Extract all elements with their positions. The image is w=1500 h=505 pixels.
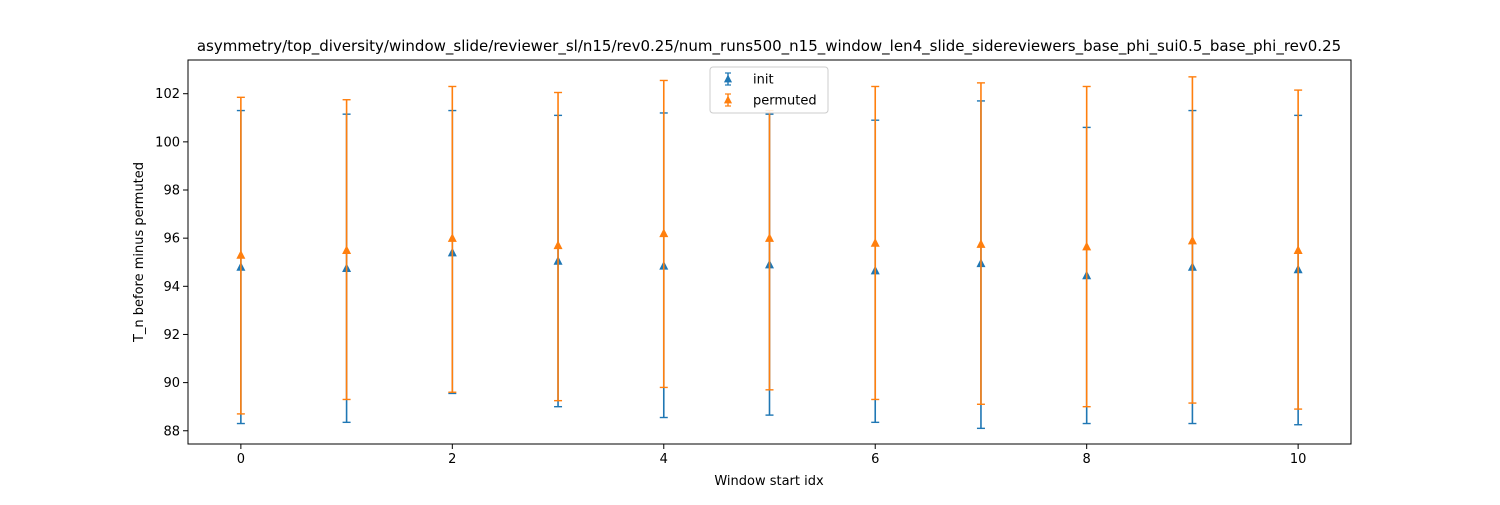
data-point (1187, 235, 1197, 245)
plot-frame (187, 59, 1352, 445)
legend-label: permuted (753, 94, 817, 109)
data-point (976, 239, 986, 248)
x-axis-label: Window start idx (714, 474, 824, 489)
x-tick-label: 4 (660, 452, 668, 467)
x-tick-label: 2 (448, 452, 456, 467)
data-point (553, 240, 563, 250)
legend-marker (723, 74, 733, 83)
legend: init permuted (709, 66, 829, 114)
y-tick-label: 100 (155, 135, 180, 150)
data-point (236, 250, 246, 259)
y-tick-label: 88 (163, 424, 180, 439)
x-axis: 0 2 4 6 8 10 (237, 444, 1307, 467)
x-tick-label: 10 (1290, 452, 1307, 467)
x-tick-label: 8 (1083, 452, 1091, 467)
y-tick-label: 98 (163, 184, 180, 199)
y-axis: 88 90 92 94 96 98 100 102 (155, 87, 188, 439)
series-permuted (236, 76, 1303, 415)
x-tick-label: 6 (871, 452, 879, 467)
plot-area (236, 76, 1303, 430)
y-tick-label: 102 (155, 87, 180, 102)
data-point (1082, 241, 1092, 251)
y-tick-label: 92 (163, 328, 180, 343)
chart-title: asymmetry/top_diversity/window_slide/rev… (197, 37, 1341, 56)
data-point (342, 245, 352, 254)
data-point (659, 228, 669, 238)
legend-label: init (753, 73, 774, 88)
legend-marker (723, 95, 733, 104)
y-axis-label: T_n before minus permuted (132, 162, 147, 343)
x-tick-label: 0 (237, 452, 245, 467)
y-tick-label: 96 (163, 232, 180, 247)
data-point (870, 237, 880, 247)
data-point (447, 233, 457, 242)
legend-box (709, 66, 829, 114)
y-tick-label: 90 (163, 376, 180, 391)
data-point (1293, 245, 1303, 254)
data-point (765, 233, 774, 242)
y-tick-label: 94 (163, 280, 180, 295)
